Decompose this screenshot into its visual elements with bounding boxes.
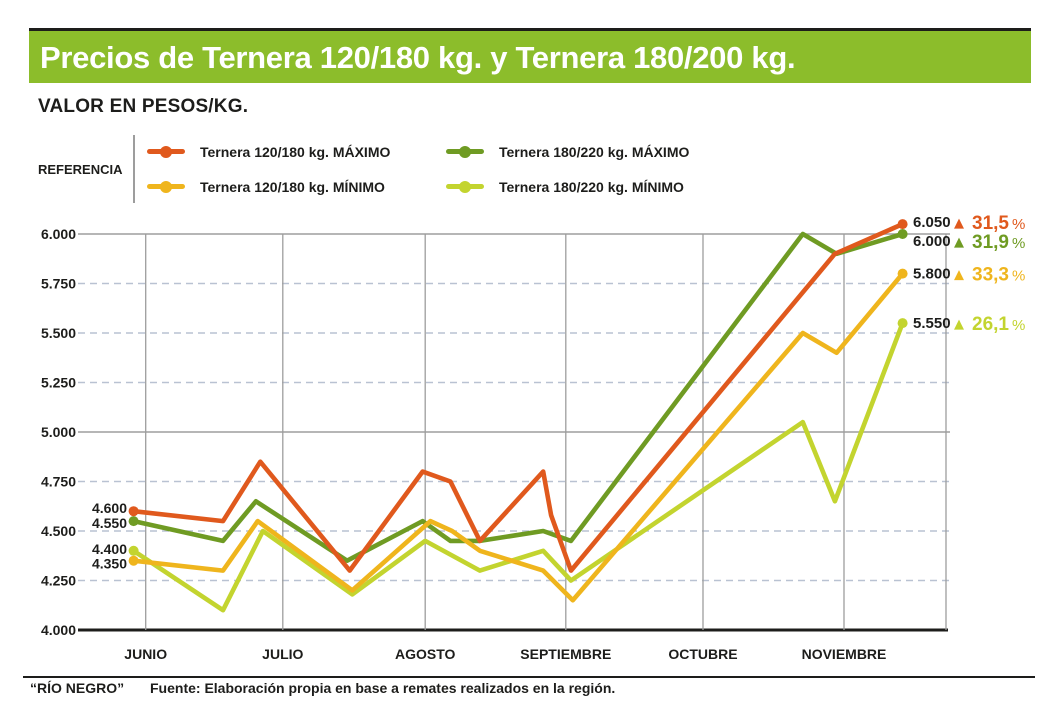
legend-item-label: Ternera 180/220 kg. MÍNIMO: [499, 178, 684, 195]
x-axis-label: OCTUBRE: [668, 646, 737, 662]
legend-item-ternera-180-220-maximo: Ternera 180/220 kg. MÁXIMO: [446, 144, 689, 160]
series-line-ternera-120-180-maximo: [131, 221, 905, 573]
page-title: Precios de Ternera 120/180 kg. y Ternera…: [40, 40, 796, 75]
series-line-marker-icon: [446, 145, 484, 158]
legend-reference-label: REFERENCIA: [38, 162, 123, 177]
chart-legend: Ternera 120/180 kg. MÁXIMO Ternera 180/22…: [147, 134, 689, 204]
end-value-label: 5.550: [913, 315, 951, 332]
footer-divider: [23, 676, 1035, 678]
chart-subtitle: VALOR EN PESOS/KG.: [38, 96, 249, 117]
start-point-marker-ternera-120-180-maximo: [128, 506, 139, 517]
y-axis-label: 4.500: [41, 523, 76, 539]
triangle-up-icon: ▲: [954, 317, 964, 332]
triangle-up-icon: ▲: [954, 216, 964, 231]
legend-item-label: Ternera 180/220 kg. MÁXIMO: [499, 143, 690, 160]
legend-item-label: Ternera 120/180 kg. MÍNIMO: [200, 178, 385, 195]
y-axis-label: 4.250: [41, 573, 76, 589]
y-axis-label: 5.250: [41, 375, 76, 391]
start-point-marker-ternera-180-220-maximo: [128, 516, 139, 527]
change-percent-label: 31,5%: [972, 213, 1025, 234]
legend-item-label: Ternera 120/180 kg. MÁXIMO: [200, 143, 391, 160]
series-line-ternera-180-220-minimo: [131, 320, 905, 613]
start-point-marker-ternera-180-220-minimo: [128, 545, 139, 556]
start-value-label: 4.550: [92, 515, 127, 531]
series-line-marker-icon: [147, 180, 185, 193]
end-point-marker-ternera-120-180-minimo: [897, 268, 908, 279]
triangle-up-icon: ▲: [954, 268, 964, 283]
y-axis-label: 4.000: [41, 622, 76, 638]
start-value-label: 4.350: [92, 556, 127, 572]
triangle-up-icon: ▲: [954, 235, 964, 250]
series-line-ternera-120-180-minimo: [131, 271, 905, 603]
y-axis-label: 5.750: [41, 276, 76, 292]
legend-item-ternera-120-180-maximo: Ternera 120/180 kg. MÁXIMO: [147, 144, 446, 160]
start-point-marker-ternera-120-180-minimo: [128, 555, 139, 566]
y-axis-label: 5.000: [41, 424, 76, 440]
change-percent-label: 31,9%: [972, 232, 1025, 253]
x-axis-label: AGOSTO: [395, 646, 456, 662]
start-value-label: 4.600: [92, 500, 127, 516]
header-top-border: [29, 28, 1031, 31]
legend-divider: [133, 135, 135, 203]
y-axis-label: 5.500: [41, 325, 76, 341]
y-axis-label: 4.750: [41, 474, 76, 490]
x-axis-label: JUNIO: [124, 646, 167, 662]
end-point-marker-ternera-180-220-maximo: [897, 229, 908, 239]
end-value-label: 5.800: [913, 266, 951, 283]
change-percent-label: 33,3%: [972, 265, 1025, 286]
footer-brand: “RÍO NEGRO”: [30, 680, 125, 696]
change-percent-label: 26,1%: [972, 314, 1025, 335]
end-value-label: 6.050: [913, 214, 951, 231]
series-line-marker-icon: [446, 180, 484, 193]
start-value-label: 4.400: [92, 541, 127, 557]
end-point-marker-ternera-120-180-maximo: [897, 219, 908, 230]
x-axis-label: NOVIEMBRE: [802, 646, 887, 662]
end-value-label: 6.000: [913, 233, 951, 250]
end-point-marker-ternera-180-220-minimo: [897, 318, 908, 329]
series-line-marker-icon: [147, 145, 185, 158]
x-axis-label: JULIO: [262, 646, 303, 662]
footer-source-note: Fuente: Elaboración propia en base a rem…: [150, 680, 616, 696]
legend-item-ternera-120-180-minimo: Ternera 120/180 kg. MÍNIMO: [147, 179, 446, 195]
title-bar: [29, 31, 1031, 83]
x-axis-label: SEPTIEMBRE: [520, 646, 611, 662]
legend-item-ternera-180-220-minimo: Ternera 180/220 kg. MÍNIMO: [446, 179, 689, 195]
y-axis-label: 6.000: [41, 226, 76, 242]
